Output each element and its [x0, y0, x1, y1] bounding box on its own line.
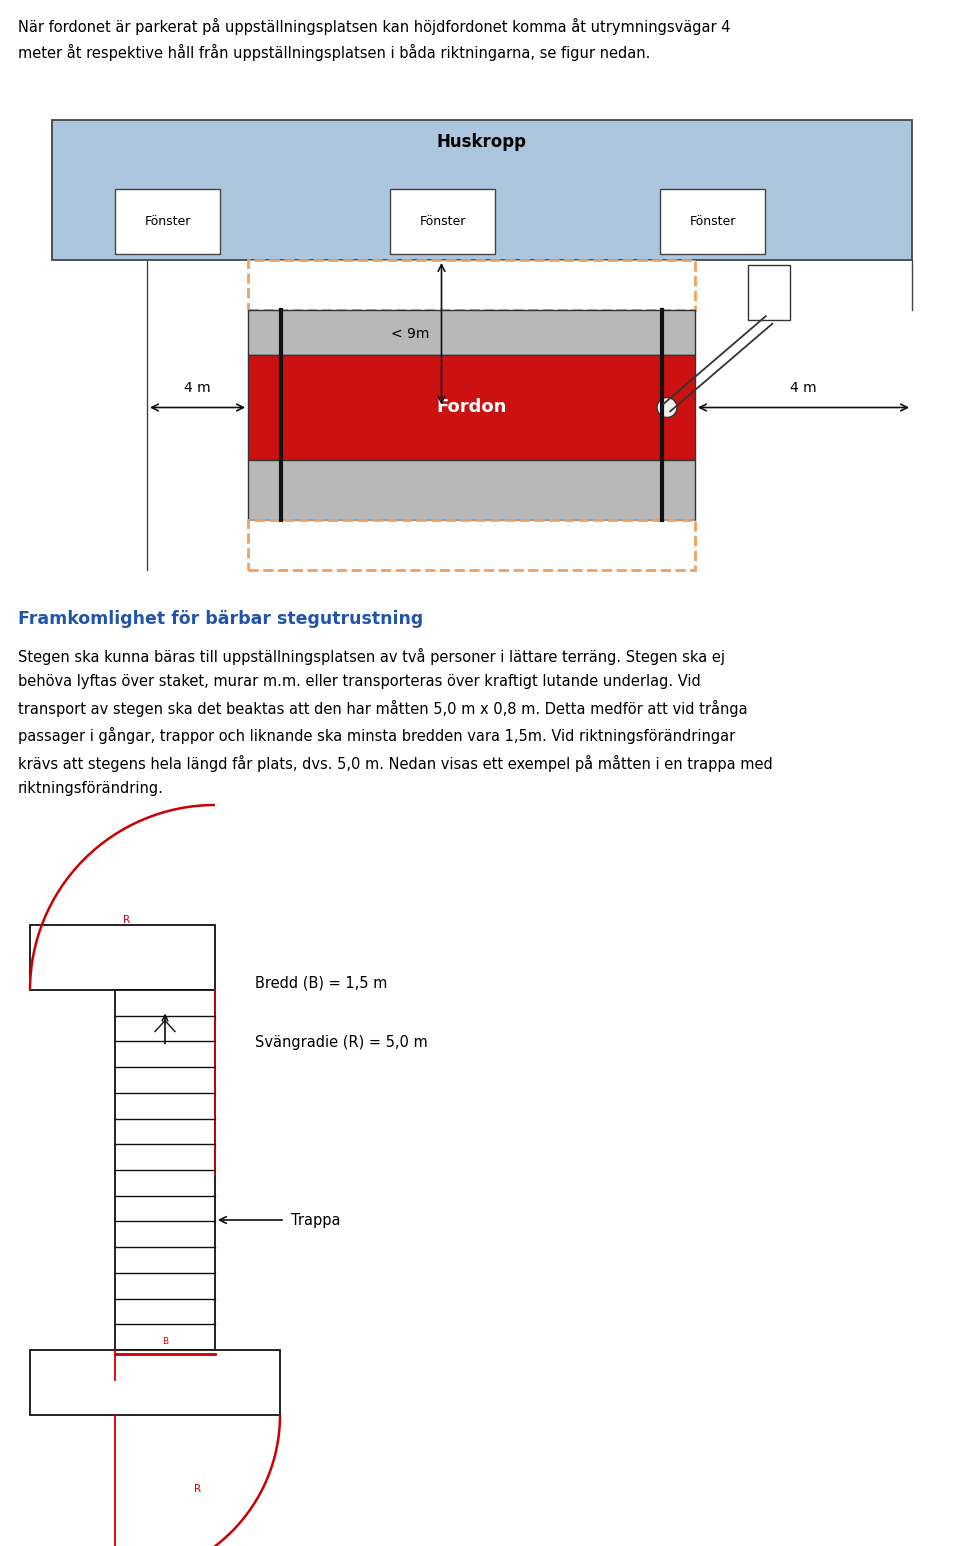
Text: Framkomlighet för bärbar stegutrustning: Framkomlighet för bärbar stegutrustning	[18, 611, 423, 628]
Text: B: B	[162, 1337, 168, 1347]
Bar	[248, 356, 695, 461]
Bar	[390, 189, 495, 254]
Bar	[115, 189, 220, 254]
Text: R: R	[194, 1484, 201, 1495]
Text: Huskropp: Huskropp	[437, 133, 527, 152]
Bar	[30, 1350, 280, 1415]
Text: Trappa: Trappa	[291, 1212, 341, 1228]
Text: Fönster: Fönster	[689, 215, 735, 227]
Bar	[115, 989, 215, 1350]
Text: Svängradie (R) = 5,0 m: Svängradie (R) = 5,0 m	[255, 1034, 428, 1050]
Text: 4 m: 4 m	[184, 382, 211, 396]
Bar	[248, 260, 695, 311]
Bar	[248, 461, 695, 519]
Text: Fönster: Fönster	[420, 215, 466, 227]
Circle shape	[657, 397, 677, 417]
Bar	[748, 264, 790, 320]
Bar	[248, 311, 695, 356]
Bar	[30, 925, 215, 989]
Text: Fordon: Fordon	[436, 399, 507, 416]
Text: R: R	[123, 915, 130, 925]
Text: Stegen ska kunna bäras till uppställningsplatsen av två personer i lättare terrä: Stegen ska kunna bäras till uppställning…	[18, 648, 773, 796]
Text: När fordonet är parkerat på uppställningsplatsen kan höjdfordonet komma åt utrym: När fordonet är parkerat på uppställning…	[18, 19, 731, 62]
Text: Fönster: Fönster	[144, 215, 191, 227]
Bar	[52, 121, 912, 260]
Text: < 9m: < 9m	[391, 326, 429, 340]
Bar	[248, 519, 695, 570]
Bar	[660, 189, 765, 254]
Text: Bredd (B) = 1,5 m: Bredd (B) = 1,5 m	[255, 976, 388, 989]
Text: 4 m: 4 m	[790, 382, 817, 396]
